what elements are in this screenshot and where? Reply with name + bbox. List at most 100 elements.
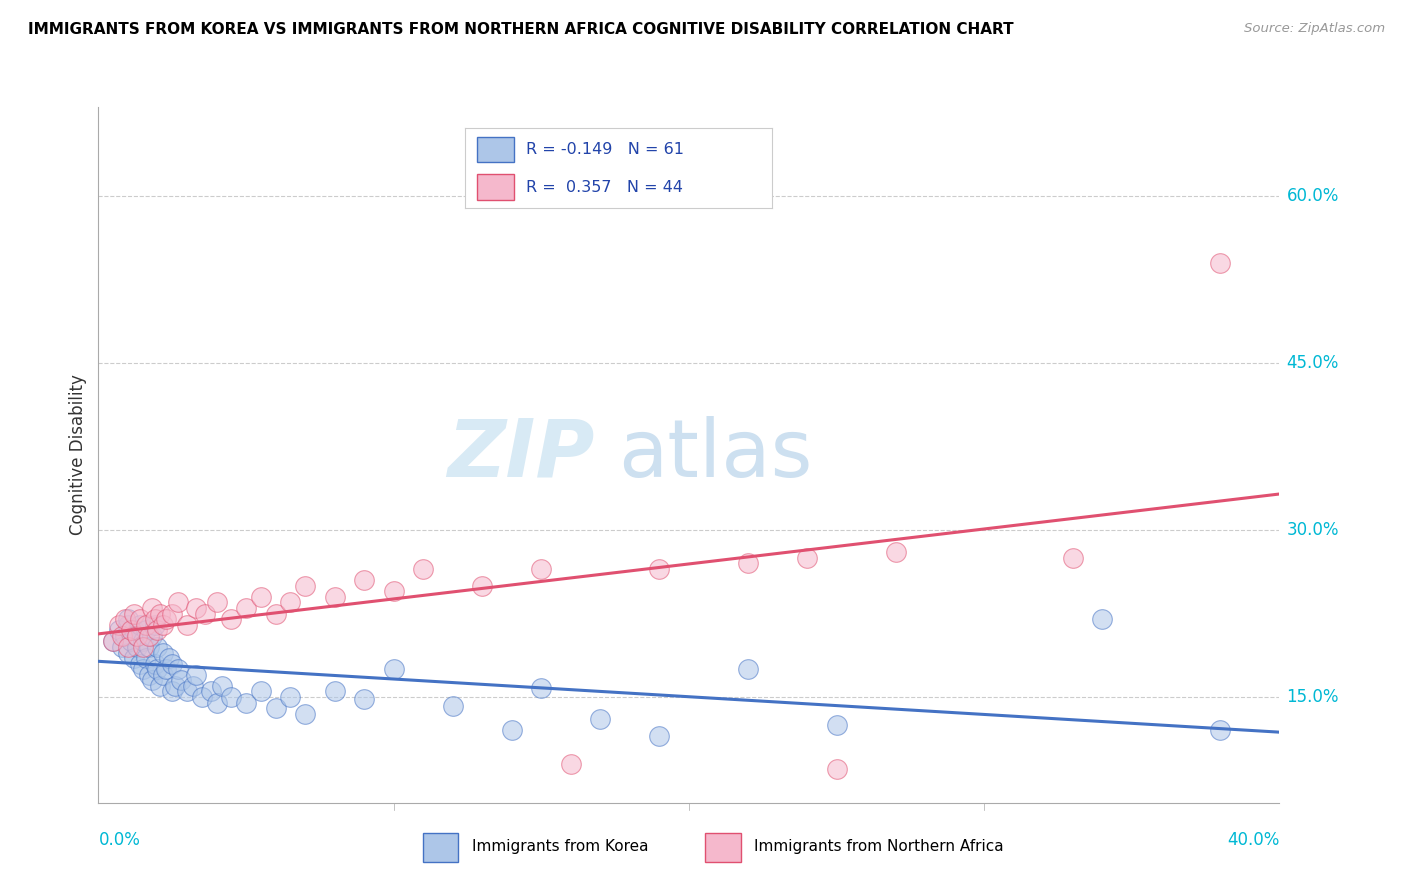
Point: [157, 651, 180, 665]
Point: [132, 640, 155, 654]
Point: [165, 679, 187, 693]
Point: [191, 690, 214, 704]
Point: [200, 684, 222, 698]
Point: [353, 573, 375, 587]
Point: [250, 590, 273, 604]
Point: [737, 557, 759, 571]
Point: [138, 629, 160, 643]
Point: [149, 679, 172, 693]
Point: [323, 590, 346, 604]
Point: [125, 629, 148, 643]
Point: [114, 629, 136, 643]
Point: [560, 756, 582, 771]
Point: [108, 617, 131, 632]
Point: [143, 617, 166, 632]
Point: [1209, 256, 1232, 270]
Point: [441, 698, 464, 713]
Point: [128, 617, 150, 632]
Text: atlas: atlas: [619, 416, 813, 494]
Point: [825, 763, 848, 777]
Y-axis label: Cognitive Disability: Cognitive Disability: [69, 375, 87, 535]
Point: [323, 684, 346, 698]
Point: [353, 692, 375, 706]
Point: [181, 679, 204, 693]
Point: [235, 601, 257, 615]
Point: [132, 634, 155, 648]
Point: [825, 718, 848, 732]
Point: [1091, 612, 1114, 626]
Point: [125, 640, 148, 654]
Point: [152, 667, 174, 681]
Point: [155, 662, 177, 676]
Point: [278, 595, 302, 609]
Point: [737, 662, 759, 676]
Point: [122, 651, 145, 665]
Point: [170, 673, 193, 688]
Point: [219, 612, 242, 626]
Point: [211, 679, 233, 693]
Point: [135, 617, 157, 632]
Point: [111, 629, 134, 643]
Text: 15.0%: 15.0%: [1286, 688, 1339, 706]
Point: [167, 595, 190, 609]
Point: [138, 667, 160, 681]
Point: [120, 634, 142, 648]
Point: [117, 640, 139, 654]
Point: [149, 607, 172, 621]
Text: 60.0%: 60.0%: [1286, 187, 1339, 205]
Point: [146, 662, 169, 676]
Point: [117, 612, 139, 626]
Point: [122, 624, 145, 638]
Point: [162, 657, 183, 671]
Text: 40.0%: 40.0%: [1227, 830, 1279, 848]
Point: [648, 729, 671, 743]
Text: 30.0%: 30.0%: [1286, 521, 1339, 539]
Point: [143, 657, 166, 671]
Point: [205, 696, 228, 710]
Point: [141, 629, 163, 643]
Point: [796, 550, 818, 565]
Point: [111, 640, 134, 654]
Point: [167, 662, 190, 676]
Point: [1209, 723, 1232, 738]
Point: [278, 690, 302, 704]
Text: ZIP: ZIP: [447, 416, 595, 494]
Point: [264, 701, 287, 715]
Point: [294, 579, 316, 593]
Point: [117, 617, 139, 632]
Point: [132, 662, 155, 676]
Point: [205, 595, 228, 609]
Text: 45.0%: 45.0%: [1286, 354, 1339, 372]
Point: [120, 624, 142, 638]
Point: [152, 646, 174, 660]
Point: [108, 624, 131, 638]
Point: [184, 667, 207, 681]
Point: [141, 601, 163, 615]
Point: [128, 657, 150, 671]
Point: [176, 684, 198, 698]
Point: [125, 629, 148, 643]
Point: [152, 617, 174, 632]
Point: [146, 640, 169, 654]
Point: [501, 723, 523, 738]
Point: [103, 634, 125, 648]
Point: [382, 662, 405, 676]
Point: [1062, 550, 1084, 565]
Point: [135, 624, 157, 638]
Point: [648, 562, 671, 576]
Point: [530, 562, 553, 576]
Point: [219, 690, 242, 704]
Point: [884, 545, 907, 559]
Point: [194, 607, 217, 621]
Point: [235, 696, 257, 710]
Point: [138, 640, 160, 654]
Point: [146, 624, 169, 638]
Point: [114, 612, 136, 626]
Point: [176, 617, 198, 632]
Point: [250, 684, 273, 698]
Point: [162, 607, 183, 621]
Point: [412, 562, 434, 576]
Point: [155, 612, 177, 626]
Point: [184, 601, 207, 615]
Point: [162, 684, 183, 698]
